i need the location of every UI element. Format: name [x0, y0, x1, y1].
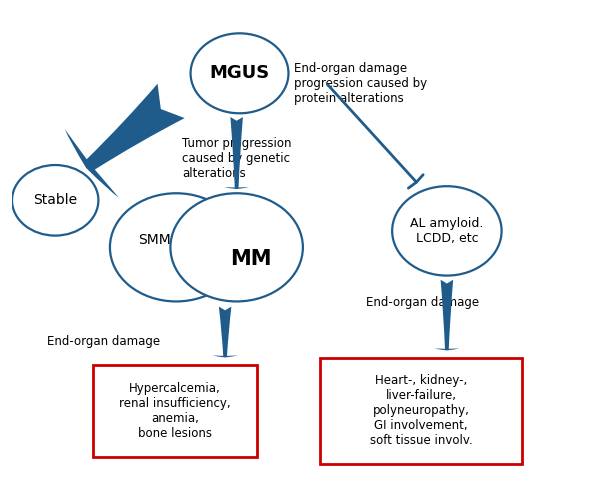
- Text: End-organ damage: End-organ damage: [366, 295, 479, 309]
- FancyBboxPatch shape: [320, 358, 522, 464]
- Text: MM: MM: [230, 249, 272, 269]
- Circle shape: [170, 193, 303, 301]
- Circle shape: [110, 193, 242, 301]
- Text: SMM: SMM: [139, 233, 171, 247]
- Circle shape: [12, 165, 98, 236]
- Text: Stable: Stable: [33, 194, 77, 207]
- Text: Heart-, kidney-,
liver-failure,
polyneuropathy,
GI involvement,
soft tissue invo: Heart-, kidney-, liver-failure, polyneur…: [370, 374, 472, 447]
- Circle shape: [191, 33, 289, 113]
- FancyBboxPatch shape: [92, 365, 257, 457]
- Text: AL amyloid.
LCDD, etc: AL amyloid. LCDD, etc: [410, 217, 484, 245]
- Text: Tumor progression
caused by genetic
alterations: Tumor progression caused by genetic alte…: [182, 137, 292, 180]
- Text: Hypercalcemia,
renal insufficiency,
anemia,
bone lesions: Hypercalcemia, renal insufficiency, anem…: [119, 382, 230, 440]
- Circle shape: [392, 186, 502, 275]
- Text: MGUS: MGUS: [209, 64, 269, 82]
- Text: End-organ damage
progression caused by
protein alterations: End-organ damage progression caused by p…: [294, 62, 427, 104]
- Text: End-organ damage: End-organ damage: [47, 336, 160, 348]
